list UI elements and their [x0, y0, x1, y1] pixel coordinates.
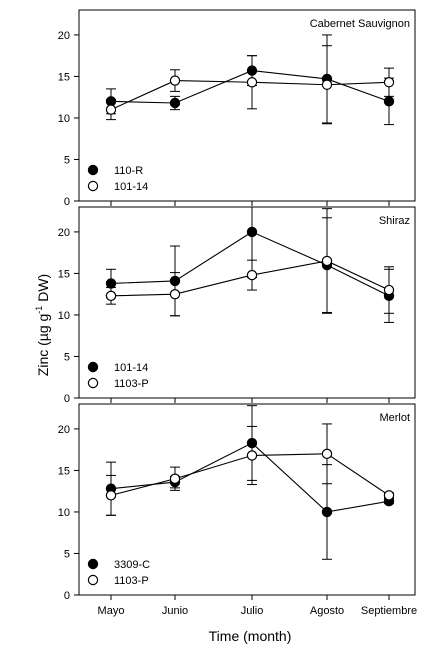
x-tick-label: Junio	[162, 605, 188, 617]
data-point	[246, 226, 258, 238]
data-point	[169, 473, 181, 484]
legend-marker	[87, 180, 99, 192]
data-point	[321, 448, 333, 460]
x-axis-title: Time (month)	[209, 628, 292, 644]
data-point	[169, 97, 181, 109]
panel-frame	[78, 403, 416, 596]
data-point	[105, 278, 117, 289]
data-point	[105, 490, 117, 501]
series-2: 1103-P	[87, 208, 395, 390]
x-tick-labels: Mayo Junio Julio Agosto Septiembre	[98, 605, 418, 617]
legend-label: 1103-P	[114, 378, 149, 390]
data-point	[321, 255, 333, 267]
series-1: 101-14	[87, 207, 395, 374]
data-point	[246, 269, 258, 281]
data-point	[321, 79, 333, 90]
legend-label: 3309-C	[114, 559, 150, 571]
y-tick-label: 5	[64, 351, 70, 363]
legend-label: 1103-P	[114, 575, 149, 587]
series-1: 3309-C	[87, 405, 395, 571]
legend-marker	[87, 558, 99, 570]
legend-label: 101-14	[114, 181, 148, 193]
x-tick-label: Julio	[241, 605, 264, 617]
y-tick-label: 10	[58, 113, 70, 125]
y-tick-label: 0	[64, 393, 70, 405]
x-tick-label: Septiembre	[361, 605, 417, 617]
y-tick-label: 10	[58, 507, 70, 519]
y-tick-label: 0	[64, 590, 70, 602]
data-point	[383, 96, 395, 107]
data-point	[105, 290, 117, 302]
y-tick-label: 15	[58, 71, 70, 83]
data-point	[246, 77, 258, 88]
series-1: 110-R	[87, 34, 395, 177]
y-tick-label: 15	[58, 465, 70, 477]
y-tick-label: 5	[64, 154, 70, 166]
panel-frame	[78, 9, 416, 202]
legend-marker	[87, 574, 99, 586]
data-point	[169, 75, 181, 86]
series-2: 1103-P	[87, 423, 395, 587]
legend-marker	[87, 164, 99, 176]
panel-title: Merlot	[379, 412, 410, 424]
y-tick-label: 20	[58, 30, 70, 42]
x-tick-label: Agosto	[310, 605, 344, 617]
y-tick-label: 10	[58, 310, 70, 322]
legend-label: 110-R	[114, 165, 143, 177]
panel-3: 0 5 10 15 20 Merlot 3309-C 1103-P	[58, 403, 416, 602]
y-tick-label: 0	[64, 196, 70, 208]
data-point	[321, 506, 333, 518]
panel-frame	[78, 206, 416, 399]
data-point	[246, 450, 258, 461]
panel-title: Cabernet Sauvignon	[310, 18, 410, 30]
legend-marker	[87, 361, 99, 373]
data-point	[105, 104, 117, 115]
panel-2: 0 5 10 15 20 Shiraz 101-14 1103-P	[58, 206, 416, 405]
legend-label: 101-14	[114, 362, 148, 374]
panel-title: Shiraz	[379, 215, 410, 227]
panel-1: 0 5 10 15 20 Cabernet Sauvignon 110-R 101-14	[58, 9, 416, 208]
y-tick-label: 15	[58, 268, 70, 280]
data-point	[383, 77, 395, 88]
y-axis-title: Zinc (µg g-1 DW)	[34, 274, 51, 376]
data-point	[383, 490, 395, 501]
series-2: 101-14	[87, 45, 395, 193]
data-point	[169, 288, 181, 300]
y-tick-label: 20	[58, 424, 70, 436]
legend-marker	[87, 377, 99, 389]
data-point	[383, 284, 395, 296]
y-tick-label: 20	[58, 227, 70, 239]
y-tick-label: 5	[64, 548, 70, 560]
x-tick-label: Mayo	[98, 605, 125, 617]
series-line	[110, 231, 390, 297]
